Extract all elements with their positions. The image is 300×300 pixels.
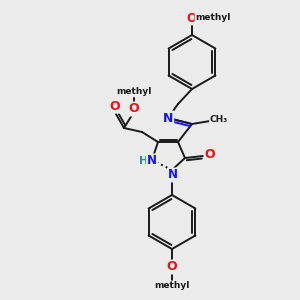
- Text: CH₃: CH₃: [210, 116, 228, 124]
- Text: H: H: [140, 156, 148, 166]
- Text: methyl: methyl: [116, 88, 152, 97]
- Text: N: N: [163, 112, 173, 124]
- Text: O: O: [167, 260, 177, 274]
- Text: methyl: methyl: [154, 281, 190, 290]
- Text: N: N: [147, 154, 157, 167]
- Text: O: O: [110, 100, 120, 112]
- Text: N: N: [168, 169, 178, 182]
- Text: O: O: [186, 11, 196, 25]
- Text: O: O: [129, 103, 139, 116]
- Text: O: O: [205, 148, 215, 161]
- Text: methyl: methyl: [195, 14, 231, 22]
